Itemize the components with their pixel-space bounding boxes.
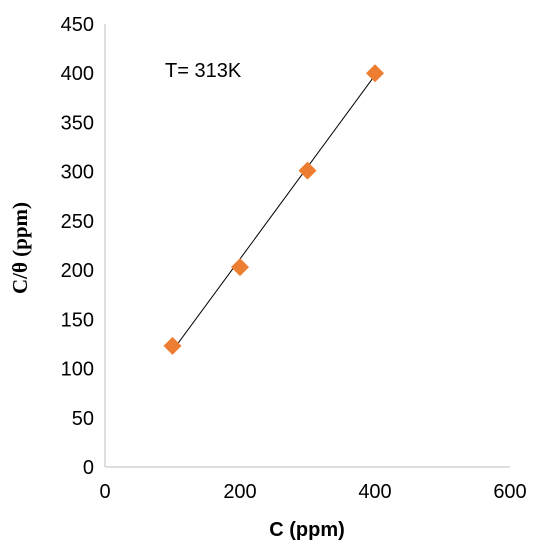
- data-point-0-1: [231, 258, 249, 277]
- y-axis-label: C/θ (ppm): [8, 202, 32, 294]
- x-tick-label-2: 400: [358, 481, 391, 503]
- data-point-0-2: [298, 161, 317, 180]
- x-axis-label: C (ppm): [269, 519, 345, 541]
- y-tick-label-8: 400: [61, 63, 94, 85]
- data-point-0-3: [366, 64, 384, 83]
- x-tick-label-0: 0: [99, 481, 110, 503]
- y-tick-label-4: 200: [61, 260, 94, 282]
- y-tick-label-9: 450: [61, 14, 94, 36]
- trendline: [172, 74, 376, 352]
- temperature-annotation: T= 313K: [165, 60, 242, 82]
- data-points: [163, 64, 384, 355]
- data-point-0-0: [163, 336, 182, 355]
- x-tick-labels: 0 200 400 600: [99, 481, 526, 503]
- y-tick-label-5: 250: [61, 211, 94, 233]
- y-tick-label-3: 150: [61, 309, 94, 331]
- x-tick-label-3: 600: [493, 481, 526, 503]
- x-tick-label-1: 200: [223, 481, 256, 503]
- y-tick-labels: 0 50 100 150 200 250 300 350 400 450: [61, 14, 94, 479]
- y-tick-label-0: 0: [83, 457, 94, 479]
- y-tick-label-6: 300: [61, 162, 94, 184]
- y-tick-label-1: 50: [72, 408, 94, 430]
- y-tick-label-7: 350: [61, 112, 94, 134]
- y-tick-label-2: 100: [61, 359, 94, 381]
